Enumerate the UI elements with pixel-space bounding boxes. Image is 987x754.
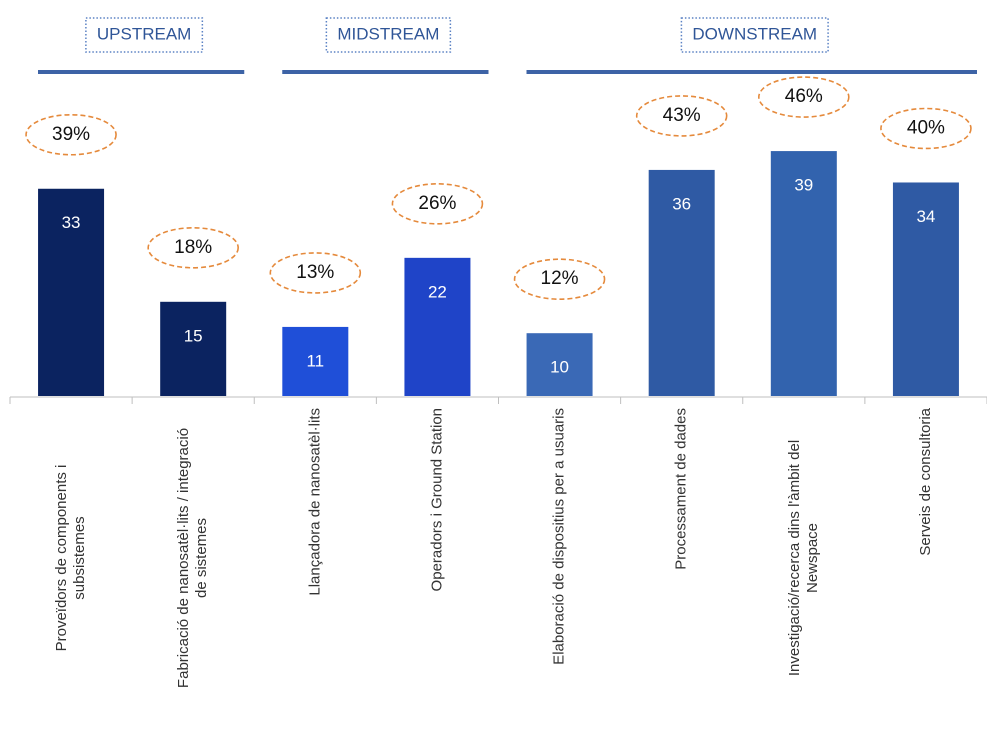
share-label: 39% — [52, 124, 90, 145]
share-ellipse — [635, 95, 728, 137]
group-box — [680, 17, 829, 53]
share-ellipse — [269, 252, 362, 294]
bar — [282, 326, 349, 396]
share-label: 12% — [541, 268, 579, 289]
x-tick-label: Investigació/recerca dins l'àmbit delNew… — [786, 440, 821, 676]
bar — [160, 301, 227, 396]
share-ellipse — [391, 183, 484, 225]
bar — [892, 182, 959, 396]
x-tick-label: Serveis de consultoria — [917, 407, 934, 555]
share-ellipse — [513, 258, 606, 301]
x-tick-label: Fabricació de nanosatèl·lits / integraci… — [175, 428, 210, 688]
share-ellipse — [880, 107, 972, 150]
x-tick-label: Llançadora de nanosatèl·lits — [306, 408, 323, 596]
x-tick-label-line: Elaboració de dispositius per a usuaris — [551, 408, 568, 665]
share-label: 43% — [663, 105, 701, 126]
share-label: 46% — [785, 86, 823, 107]
bar — [770, 151, 837, 396]
bar-value-label: 15 — [184, 326, 203, 345]
group-label: DOWNSTREAM — [692, 24, 817, 43]
x-tick-label-line: Proveïdors de components i — [53, 465, 70, 652]
share-ellipse — [25, 113, 117, 156]
bar — [526, 333, 593, 396]
x-tick-label-line: Investigació/recerca dins l'àmbit del — [786, 440, 803, 676]
bar-value-label: 11 — [306, 351, 324, 370]
share-label: 18% — [174, 237, 212, 258]
bar-value-label: 22 — [428, 282, 447, 301]
group-box — [325, 17, 452, 53]
x-tick-label: Operadors i Ground Station — [428, 408, 445, 591]
x-tick-label-line: de sistemes — [193, 518, 210, 598]
x-tick-label-line: Operadors i Ground Station — [428, 408, 445, 591]
bar-value-label: 36 — [672, 194, 691, 213]
x-tick-label-line: Processament de dades — [673, 408, 690, 570]
x-tick-label-line: subsistemes — [71, 516, 88, 599]
x-tick-label-line: Newspace — [804, 523, 821, 593]
share-ellipse — [758, 76, 850, 118]
bar-value-label: 33 — [62, 213, 81, 232]
share-ellipse — [147, 227, 239, 269]
x-tick-label-line: Serveis de consultoria — [917, 407, 934, 555]
group-label: MIDSTREAM — [337, 24, 439, 43]
bar-value-label: 10 — [550, 358, 569, 377]
share-label: 13% — [296, 262, 334, 283]
x-tick-label-line: Fabricació de nanosatèl·lits / integraci… — [175, 428, 192, 688]
x-tick-label: Processament de dades — [673, 408, 690, 570]
bar-value-label: 34 — [916, 207, 935, 226]
bar — [38, 188, 105, 396]
x-tick-label-line: Llançadora de nanosatèl·lits — [306, 408, 323, 596]
bar — [404, 257, 471, 396]
bar — [648, 169, 715, 396]
share-label: 26% — [418, 193, 456, 214]
group-box — [85, 17, 204, 53]
x-tick-label: Proveïdors de components isubsistemes — [53, 465, 88, 652]
x-tick-label: Elaboració de dispositius per a usuaris — [551, 408, 568, 665]
share-label: 40% — [907, 117, 945, 138]
group-label: UPSTREAM — [97, 24, 191, 43]
bar-value-label: 39 — [794, 176, 813, 195]
